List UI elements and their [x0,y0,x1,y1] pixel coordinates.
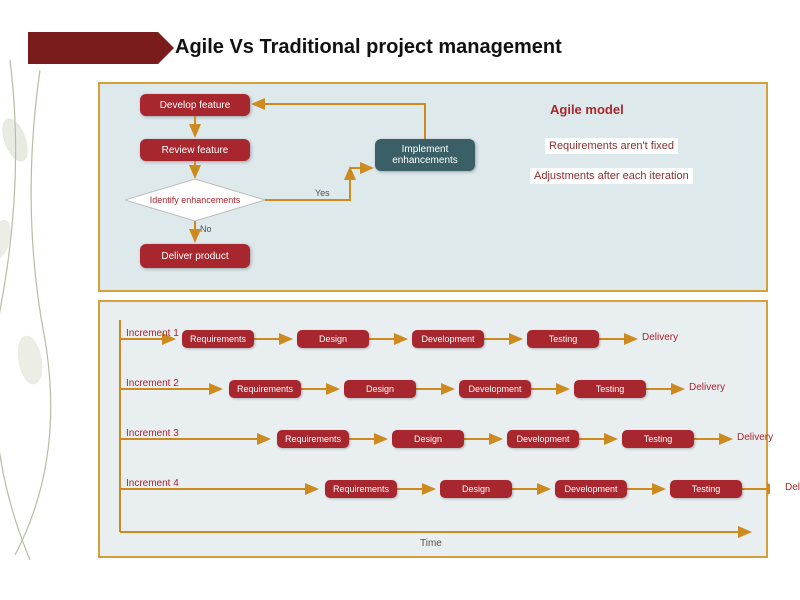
stage-box: Requirements [182,330,254,348]
stage-box: Design [344,380,416,398]
stage-box: Development [507,430,579,448]
agile-model-title: Agile model [550,102,624,117]
traditional-panel: Increment 1RequirementsDesignDevelopment… [98,300,768,558]
title-accent-bar [28,32,158,64]
box-review-feature: Review feature [140,139,250,161]
stage-box: Requirements [325,480,397,498]
label-no: No [200,224,212,234]
stage-box: Development [555,480,627,498]
agile-note-1: Requirements aren't fixed [545,138,678,154]
agile-note-2: Adjustments after each iteration [530,168,693,184]
stage-box: Testing [622,430,694,448]
box-implement-enhancements: Implement enhancements [375,139,475,171]
stage-box: Testing [527,330,599,348]
agile-panel: Develop feature Review feature Identify … [98,82,768,292]
stage-box: Development [459,380,531,398]
stage-box: Testing [670,480,742,498]
stage-box: Design [297,330,369,348]
box-deliver-product: Deliver product [140,244,250,268]
slide-title: Agile Vs Traditional project management [175,36,562,59]
increment-label: Increment 4 [126,478,179,489]
stage-box: Testing [574,380,646,398]
delivery-label: Delivery [785,482,800,493]
stage-box: Requirements [277,430,349,448]
delivery-label: Delivery [737,432,773,443]
delivery-label: Delivery [642,332,678,343]
decision-label: Identify enhancements [150,195,241,205]
increment-label: Increment 2 [126,378,179,389]
label-yes: Yes [315,188,330,198]
box-develop-feature: Develop feature [140,94,250,116]
delivery-label: Delivery [689,382,725,393]
increment-label: Increment 1 [126,328,179,339]
stage-box: Design [392,430,464,448]
increment-label: Increment 3 [126,428,179,439]
stage-box: Development [412,330,484,348]
stage-box: Requirements [229,380,301,398]
time-label: Time [420,538,442,549]
stage-box: Design [440,480,512,498]
decision-identify-enhancements: Identify enhancements [125,179,265,221]
